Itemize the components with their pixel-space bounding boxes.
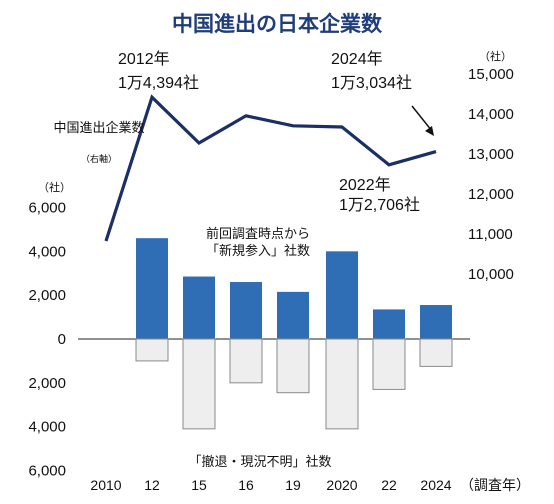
withdrawal-bars — [135, 338, 453, 430]
right-tick-label: 11,000 — [468, 226, 513, 243]
annotation-2022-year: 2022年 — [339, 176, 391, 194]
withdrawal-bar — [372, 338, 406, 390]
new-entry-bar — [136, 238, 168, 339]
right-tick-label: 12,000 — [468, 186, 514, 203]
line-series-axis-note: （右軸） — [81, 153, 117, 165]
right-tick-label: 14,000 — [468, 106, 514, 123]
new-entry-label-prefix: 前回調査時点から — [206, 226, 310, 242]
withdrawal-bar — [419, 338, 453, 367]
new-entry-bar — [326, 251, 358, 339]
x-tick-label: 16 — [238, 477, 254, 493]
annotation-2012-year: 2012年 — [118, 50, 170, 68]
withdrawal-bar — [276, 338, 310, 394]
left-tick-label: 2,000 — [28, 375, 66, 392]
chart-title: 中国進出の日本企業数 — [172, 12, 383, 36]
right-tick-label: 15,000 — [468, 66, 514, 83]
withdrawal-label: 「撤退・現況不明」社数 — [188, 454, 331, 470]
x-axis-ticks: 2010 12 15 16 19 2020 22 2024 — [90, 477, 451, 493]
withdrawal-bar — [229, 338, 263, 384]
company-count-line-path — [104, 94, 437, 242]
annotation-arrow — [411, 105, 433, 132]
right-axis-unit: （社） — [479, 49, 512, 63]
left-tick-label: 4,000 — [28, 419, 66, 436]
new-entry-bar — [230, 282, 262, 339]
line-series-label: 中国進出企業数 — [53, 120, 144, 136]
x-tick-label: 2020 — [326, 477, 357, 493]
left-tick-label: 6,000 — [28, 200, 66, 217]
x-axis-unit: （調査年） — [460, 477, 530, 493]
new-entry-bar — [277, 291, 309, 339]
left-tick-label: 0 — [58, 331, 66, 348]
right-tick-label: 13,000 — [468, 146, 514, 163]
left-axis-unit: （社） — [38, 180, 71, 194]
left-tick-label: 2,000 — [28, 287, 66, 304]
annotation-2024-year: 2024年 — [331, 50, 383, 68]
new-entry-bar — [420, 305, 452, 339]
x-tick-label: 22 — [381, 477, 397, 493]
x-tick-label: 12 — [144, 477, 160, 493]
x-tick-label: 15 — [191, 477, 207, 493]
withdrawal-bar — [135, 338, 169, 362]
left-axis-ticks: 6,000 4,000 2,000 0 2,000 4,000 6,000 — [28, 200, 66, 480]
right-axis-ticks: 15,000 14,000 13,000 12,000 11,000 10,000 — [468, 66, 514, 283]
left-tick-label: 6,000 — [28, 463, 66, 480]
annotation-2024-value: 1万3,034社 — [331, 74, 412, 92]
annotation-2012-value: 1万4,394社 — [118, 74, 199, 92]
new-entry-bars — [136, 238, 452, 339]
right-tick-label: 10,000 — [468, 266, 514, 283]
withdrawal-bar — [325, 338, 359, 430]
x-tick-label: 2024 — [420, 477, 451, 493]
company-count-line — [104, 94, 437, 242]
new-entry-bar — [373, 309, 405, 339]
x-tick-label: 19 — [285, 477, 301, 493]
x-tick-label: 2010 — [90, 477, 121, 493]
left-tick-label: 4,000 — [28, 243, 66, 260]
new-entry-bar — [183, 276, 215, 339]
annotation-2022-value: 1万2,706社 — [339, 196, 420, 214]
annotation-arrowhead — [425, 126, 434, 136]
new-entry-label: 「新規参入」社数 — [206, 243, 310, 259]
withdrawal-bar — [182, 338, 216, 430]
